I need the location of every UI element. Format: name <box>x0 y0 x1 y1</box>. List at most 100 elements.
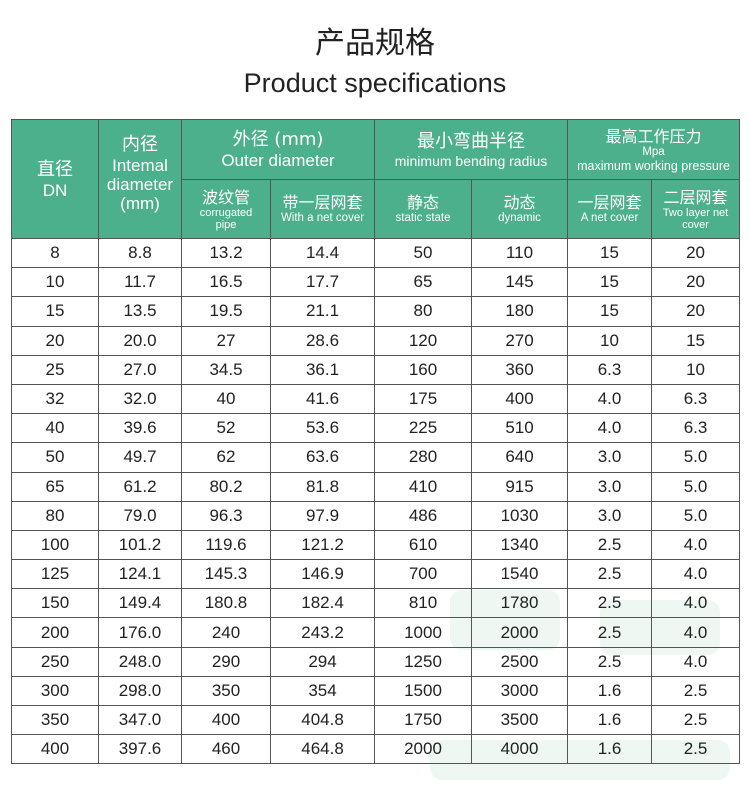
table-row: 40 39.6 52 53.6 225 510 4.0 6.3 <box>11 413 741 444</box>
header-row-top: 直径 DN 内径 Intemal diameter (mm) 外径 (mm) O… <box>11 119 741 239</box>
table-cell: 80 <box>11 500 99 531</box>
table-cell: 610 <box>374 529 473 561</box>
table-row: 15 13.5 19.5 21.1 80 180 15 20 <box>11 296 741 327</box>
table-cell: 1.6 <box>567 675 653 707</box>
header-bending-radius: 最小弯曲半径 minimum bending radius <box>374 119 569 180</box>
table-cell: 97.9 <box>269 500 376 531</box>
table-cell: 41.6 <box>269 383 376 415</box>
table-cell: 404.8 <box>269 704 376 736</box>
table-cell: 1540 <box>471 559 569 590</box>
table-cell: 3500 <box>471 704 569 736</box>
table-cell: 49.7 <box>98 442 182 473</box>
header-outer-diameter: 外径 (mm) Outer diameter <box>180 119 376 180</box>
table-cell: 19.5 <box>181 296 271 327</box>
table-cell: 6.3 <box>567 354 653 385</box>
table-cell: 400 <box>471 383 569 415</box>
table-cell: 150 <box>11 588 99 619</box>
table-cell: 62 <box>181 442 271 473</box>
table-cell: 400 <box>181 704 271 736</box>
header-with-net-cover: 带一层网套 With a net cover <box>269 179 376 239</box>
table-cell: 3.0 <box>567 500 653 531</box>
table-cell: 79.0 <box>98 500 182 531</box>
header-dn: 直径 DN <box>11 119 99 239</box>
table-cell: 700 <box>374 559 473 590</box>
table-cell: 300 <box>11 675 99 707</box>
table-cell: 5.0 <box>651 471 741 502</box>
table-row: 8 8.8 13.2 14.4 50 110 15 20 <box>11 237 741 269</box>
table-cell: 6.3 <box>651 383 741 415</box>
header-row-sub: 波纹管 corrugated pipe 带一层网套 With a net cov… <box>12 179 741 239</box>
table-cell: 486 <box>374 500 473 531</box>
table-cell: 50 <box>374 237 473 269</box>
table-cell: 20 <box>651 237 741 269</box>
table-cell: 400 <box>11 734 99 765</box>
table-cell: 27.0 <box>98 354 182 385</box>
table-cell: 2.5 <box>651 704 741 736</box>
table-cell: 225 <box>374 413 473 444</box>
table-cell: 176.0 <box>98 617 182 648</box>
table-cell: 410 <box>374 471 473 502</box>
table-cell: 100 <box>11 529 99 561</box>
table-cell: 40 <box>181 383 271 415</box>
table-cell: 20 <box>651 267 741 298</box>
table-cell: 8 <box>11 237 99 269</box>
table-row: 300 298.0 350 354 1500 3000 1.6 2.5 <box>11 675 741 707</box>
table-cell: 200 <box>11 617 99 648</box>
table-cell: 4.0 <box>651 646 741 677</box>
table-cell: 15 <box>567 267 653 298</box>
table-row: 250 248.0 290 294 1250 2500 2.5 4.0 <box>11 646 741 677</box>
table-cell: 110 <box>471 237 569 269</box>
table-cell: 2500 <box>471 646 569 677</box>
table-cell: 810 <box>374 588 473 619</box>
table-cell: 4.0 <box>567 413 653 444</box>
table-cell: 119.6 <box>181 529 271 561</box>
table-cell: 20 <box>11 325 99 356</box>
table-cell: 149.4 <box>98 588 182 619</box>
table-cell: 16.5 <box>181 267 271 298</box>
table-row: 100 101.2 119.6 121.2 610 1340 2.5 4.0 <box>11 529 741 561</box>
table-cell: 290 <box>181 646 271 677</box>
table-cell: 27 <box>181 325 271 356</box>
table-cell: 15 <box>567 296 653 327</box>
table-row: 80 79.0 96.3 97.9 486 1030 3.0 5.0 <box>11 500 741 531</box>
table-cell: 15 <box>567 237 653 269</box>
table-cell: 1780 <box>471 588 569 619</box>
table-cell: 240 <box>181 617 271 648</box>
table-cell: 145 <box>471 267 569 298</box>
table-cell: 460 <box>181 734 271 765</box>
table-cell: 2000 <box>374 734 473 765</box>
table-cell: 53.6 <box>269 413 376 444</box>
table-cell: 250 <box>11 646 99 677</box>
table-cell: 20.0 <box>98 325 182 356</box>
table-cell: 15 <box>11 296 99 327</box>
table-cell: 96.3 <box>181 500 271 531</box>
table-cell: 915 <box>471 471 569 502</box>
table-cell: 52 <box>181 413 271 444</box>
table-cell: 1030 <box>471 500 569 531</box>
table-cell: 2.5 <box>567 529 653 561</box>
table-cell: 124.1 <box>98 559 182 590</box>
table-cell: 4.0 <box>567 383 653 415</box>
table-cell: 2.5 <box>567 617 653 648</box>
table-cell: 17.7 <box>269 267 376 298</box>
table-cell: 61.2 <box>98 471 182 502</box>
table-cell: 2.5 <box>567 588 653 619</box>
table-cell: 1250 <box>374 646 473 677</box>
header-corrugated-pipe: 波纹管 corrugated pipe <box>181 179 271 239</box>
table-cell: 182.4 <box>269 588 376 619</box>
table-cell: 397.6 <box>98 734 182 765</box>
table-cell: 243.2 <box>269 617 376 648</box>
table-cell: 13.2 <box>181 237 271 269</box>
table-row: 50 49.7 62 63.6 280 640 3.0 5.0 <box>11 442 741 473</box>
table-row: 65 61.2 80.2 81.8 410 915 3.0 5.0 <box>11 471 741 502</box>
table-cell: 5.0 <box>651 500 741 531</box>
table-cell: 20 <box>651 296 741 327</box>
table-row: 350 347.0 400 404.8 1750 3500 1.6 2.5 <box>11 704 741 736</box>
table-cell: 50 <box>11 442 99 473</box>
table-cell: 3.0 <box>567 471 653 502</box>
table-row: 400 397.6 460 464.8 2000 4000 1.6 2.5 <box>11 734 741 765</box>
page-title-en: Product specifications <box>243 68 507 98</box>
table-cell: 2.5 <box>651 675 741 707</box>
table-cell: 34.5 <box>181 354 271 385</box>
table-cell: 2.5 <box>651 734 741 765</box>
